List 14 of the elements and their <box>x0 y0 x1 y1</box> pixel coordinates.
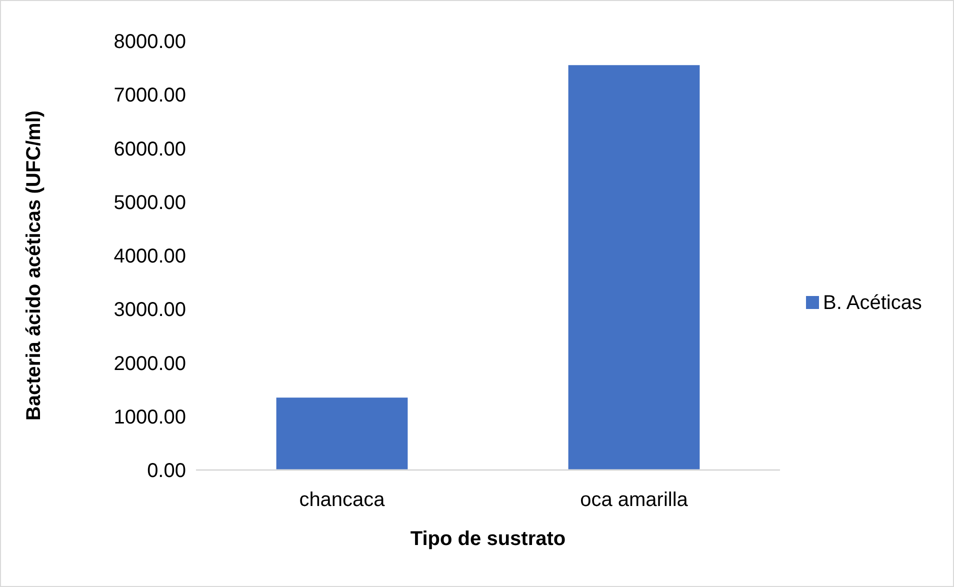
y-tick-label: 1000.00 <box>114 406 186 428</box>
y-tick-label: 7000.00 <box>114 84 186 107</box>
y-tick-label: 8000.00 <box>114 31 186 53</box>
x-tick-label: chancaca <box>299 489 386 511</box>
x-tick-label: oca amarilla <box>580 489 689 511</box>
y-tick-label: 2000.00 <box>114 352 186 375</box>
y-tick-label: 0.00 <box>147 460 186 482</box>
y-tick-label: 5000.00 <box>114 192 186 214</box>
y-tick-label: 3000.00 <box>114 299 186 322</box>
legend-label: B. Acéticas <box>823 292 922 314</box>
y-axis-title: Bacteria ácido acéticas (UFC/ml) <box>23 110 45 421</box>
y-tick-label: 4000.00 <box>114 246 186 268</box>
x-axis-title: Tipo de sustrato <box>410 528 566 550</box>
y-tick-label: 6000.00 <box>114 138 186 160</box>
